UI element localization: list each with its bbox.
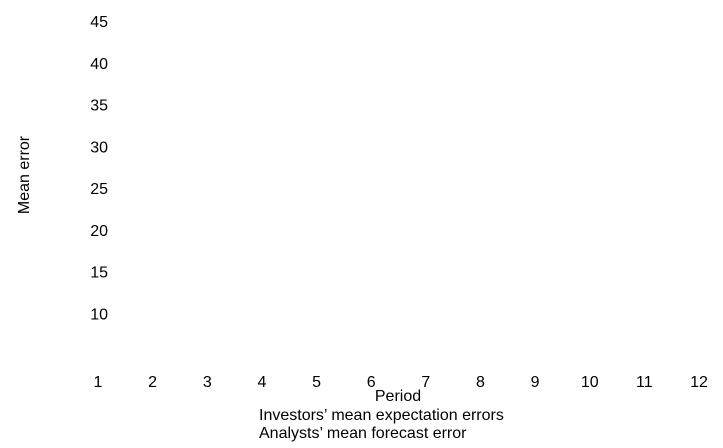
- x-tick-labels: 1 2 3 4 5 6 7 8 9 10 11 12: [94, 374, 708, 391]
- y-tick-label: 45: [90, 14, 108, 31]
- x-tick-label: 3: [203, 374, 212, 391]
- x-tick-label: 8: [476, 374, 485, 391]
- x-tick-label: 12: [690, 374, 708, 391]
- x-tick-label: 9: [531, 374, 540, 391]
- y-tick-label: 30: [90, 139, 108, 156]
- legend: Investors’ mean expectation errorsAnalys…: [259, 407, 504, 442]
- legend-entry: Analysts’ mean forecast error: [259, 425, 467, 442]
- y-tick-label: 40: [90, 56, 108, 73]
- x-tick-label: 2: [148, 374, 157, 391]
- y-tick-labels: 10 15 20 25 30 35 40 45: [90, 14, 108, 323]
- x-tick-label: 10: [581, 374, 599, 391]
- y-tick-label: 20: [90, 223, 108, 240]
- x-tick-label: 7: [421, 374, 430, 391]
- y-axis-label: Mean error: [16, 135, 33, 214]
- y-tick-label: 25: [90, 181, 108, 198]
- y-tick-label: 10: [90, 306, 108, 323]
- y-tick-label: 15: [90, 265, 108, 282]
- x-tick-label: 4: [257, 374, 266, 391]
- x-tick-label: 5: [312, 374, 321, 391]
- x-tick-label: 6: [367, 374, 376, 391]
- x-axis-label: Period: [375, 388, 421, 405]
- x-tick-label: 1: [94, 374, 103, 391]
- legend-entry: Investors’ mean expectation errors: [259, 407, 504, 424]
- x-tick-label: 11: [636, 374, 653, 391]
- y-tick-label: 35: [90, 98, 108, 115]
